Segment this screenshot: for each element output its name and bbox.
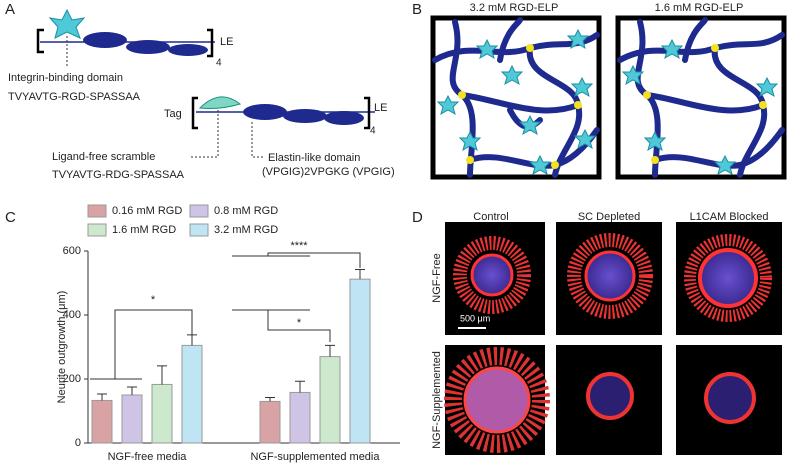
repeat: 4 bbox=[216, 58, 222, 69]
panel-label: B bbox=[412, 1, 422, 18]
error-bar bbox=[157, 365, 167, 385]
network-title: 3.2 mM RGD-ELP bbox=[470, 2, 559, 14]
leader bbox=[251, 122, 265, 158]
panel-label: A bbox=[5, 1, 15, 18]
domain bbox=[83, 32, 127, 48]
legend-swatch bbox=[87, 204, 107, 218]
network-title: 1.6 mM RGD-ELP bbox=[655, 2, 744, 14]
y-tick-label: 0 bbox=[75, 437, 81, 449]
bracket bbox=[364, 96, 371, 130]
rgd-stars bbox=[436, 28, 597, 176]
legend-swatch bbox=[189, 204, 209, 218]
scramble-label: Ligand-free scramble bbox=[52, 151, 155, 163]
domain bbox=[283, 109, 327, 123]
significance-label: **** bbox=[290, 240, 308, 252]
crosslinks bbox=[643, 44, 767, 164]
bar bbox=[151, 383, 173, 444]
le: LE bbox=[374, 102, 387, 114]
rgd-stars bbox=[621, 38, 779, 176]
rdg-seq: TVYAVTG-RDG-SPASSAA bbox=[52, 169, 185, 181]
y-tick-label: 200 bbox=[63, 373, 81, 385]
error-bar bbox=[97, 393, 107, 401]
bar bbox=[349, 278, 371, 444]
domain bbox=[126, 40, 170, 54]
bracket bbox=[207, 28, 214, 58]
significance-brackets bbox=[90, 252, 361, 380]
leader bbox=[190, 110, 219, 158]
column-label: Control bbox=[473, 211, 508, 223]
crosslinks bbox=[458, 44, 582, 169]
error-bar bbox=[265, 397, 275, 402]
y-axis-label: Neurite outgrowth (μm) bbox=[56, 291, 68, 404]
bracket bbox=[191, 96, 198, 130]
legend-label: 3.2 mM RGD bbox=[214, 224, 278, 236]
panel-d: D Control SC Depleted L1CAM Blocked NGF-… bbox=[412, 209, 782, 455]
error-bar bbox=[355, 269, 365, 280]
domain bbox=[168, 44, 208, 56]
panel-b: B 3.2 mM RGD-ELP 1.6 mM RGD-ELP bbox=[412, 1, 787, 180]
scale-bar-label: 500 μm bbox=[460, 313, 490, 323]
integrin-label: Integrin-binding domain bbox=[8, 72, 123, 84]
bar bbox=[289, 391, 311, 444]
domain bbox=[324, 111, 364, 125]
repeat: 4 bbox=[370, 126, 376, 137]
legend-swatch bbox=[87, 223, 107, 237]
legend-label: 0.8 mM RGD bbox=[214, 205, 278, 217]
y-tick-label: 400 bbox=[63, 309, 81, 321]
tag-label: Tag bbox=[164, 108, 182, 120]
row-label: NGF-Free bbox=[431, 253, 443, 303]
bar bbox=[181, 344, 203, 444]
rgd-star bbox=[48, 8, 86, 39]
elastin-label: Elastin-like domain bbox=[268, 152, 360, 164]
column-label: SC Depleted bbox=[578, 211, 640, 223]
panel-label: D bbox=[412, 209, 423, 226]
panel-label: C bbox=[5, 209, 16, 226]
tag bbox=[198, 96, 242, 109]
bar bbox=[259, 400, 281, 444]
column-label: L1CAM Blocked bbox=[690, 211, 769, 223]
panel-a: A LE 4 Integrin-binding domain TVYAVTG-R… bbox=[5, 1, 395, 181]
rgd-seq: TVYAVTG-RGD-SPASSAA bbox=[8, 91, 141, 103]
error-bar bbox=[325, 344, 335, 357]
significance-label: * bbox=[151, 294, 156, 306]
bar bbox=[319, 356, 341, 444]
legend-label: 1.6 mM RGD bbox=[112, 224, 176, 236]
legend-swatch bbox=[189, 223, 209, 237]
domain bbox=[243, 104, 287, 120]
error-bar bbox=[295, 380, 305, 393]
le: LE bbox=[220, 36, 233, 48]
x-tick-label: NGF-supplemented media bbox=[250, 451, 380, 463]
elastin-seq: (VPGIG)2VPGKG (VPGIG) bbox=[262, 166, 395, 178]
error-bar bbox=[127, 386, 137, 395]
panel-c: C Neurite outgrowth (μm) 0 200 400 600 0.16 … bbox=[5, 204, 400, 463]
error-bar bbox=[187, 334, 197, 346]
bracket bbox=[36, 28, 44, 54]
y-tick-label: 600 bbox=[63, 245, 81, 257]
significance-label: * bbox=[297, 317, 302, 329]
x-tick-label: NGF-free media bbox=[108, 451, 188, 463]
bar bbox=[91, 399, 113, 444]
micrographs bbox=[444, 222, 782, 455]
bar bbox=[121, 394, 143, 444]
row-label: NGF-Supplemented bbox=[431, 351, 443, 449]
legend-label: 0.16 mM RGD bbox=[112, 205, 182, 217]
